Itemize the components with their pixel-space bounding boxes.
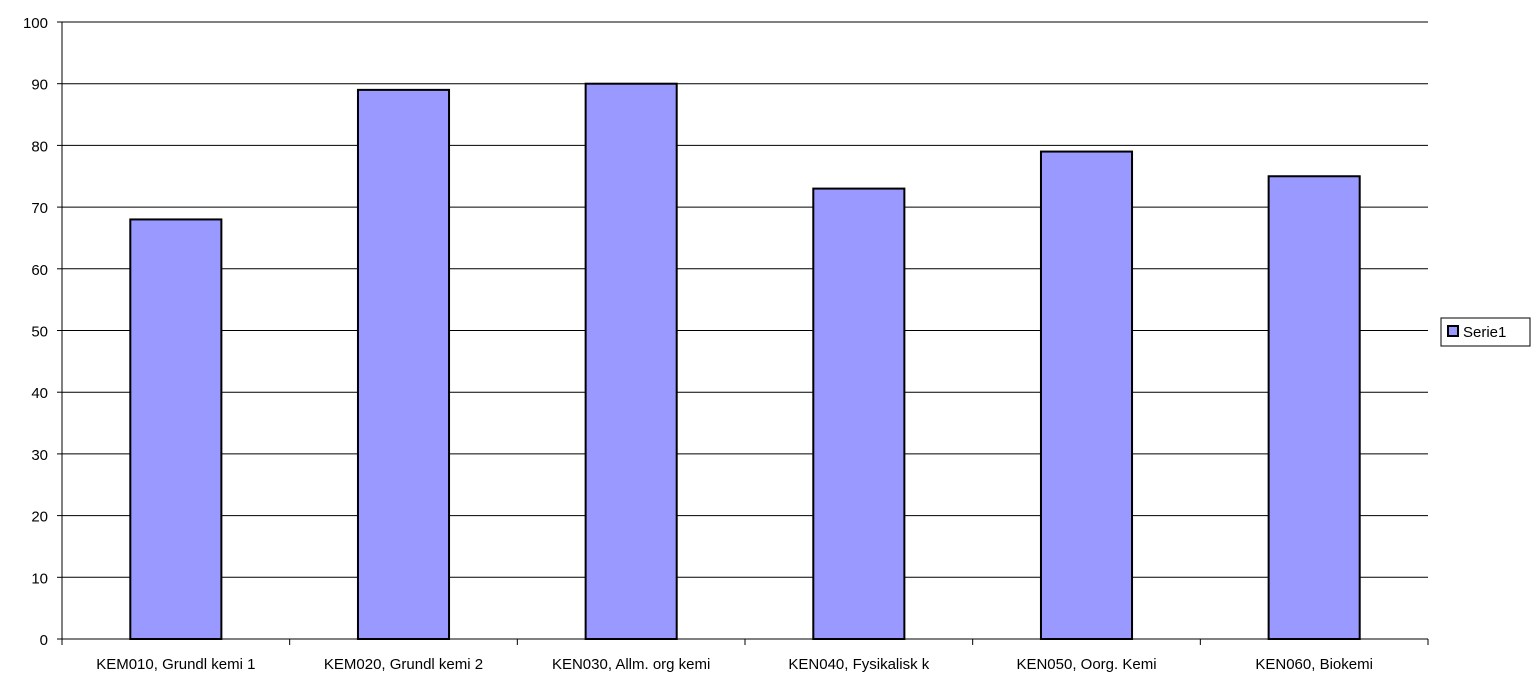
x-axis-category-labels: KEM010, Grundl kemi 1 KEM020, Grundl kemi…	[96, 656, 1373, 673]
bar-3	[584, 82, 678, 640]
legend: Serie1	[1440, 317, 1531, 347]
y-tick-label-80: 80	[31, 138, 48, 155]
x-category-label-1: KEM010, Grundl kemi 1	[96, 656, 255, 673]
x-category-label-5: KEN050, Oorg. Kemi	[1016, 656, 1156, 673]
x-category-label-4: KEN040, Fysikalisk k	[788, 656, 929, 673]
legend-label-serie1: Serie1	[1463, 324, 1506, 341]
y-axis-ticks: 0 10 20 30 40 50 60 70 80 90 100	[23, 15, 62, 649]
bar-2	[356, 88, 451, 641]
y-tick-label-40: 40	[31, 385, 48, 402]
y-tick-label-30: 30	[31, 447, 48, 464]
bar-6	[1267, 175, 1361, 640]
x-category-label-6: KEN060, Biokemi	[1255, 656, 1373, 673]
y-tick-label-10: 10	[31, 570, 48, 587]
y-tick-label-0: 0	[40, 632, 48, 649]
legend-swatch	[1447, 325, 1459, 337]
bar-5	[1039, 150, 1134, 640]
y-tick-label-20: 20	[31, 509, 48, 526]
y-tick-label-70: 70	[31, 200, 48, 217]
y-tick-label-90: 90	[31, 77, 48, 94]
gridlines	[62, 21, 1428, 578]
x-axis-ticks	[61, 639, 1429, 645]
bar-4	[812, 187, 906, 640]
bars	[129, 82, 1361, 641]
x-category-label-3: KEN030, Allm. org kemi	[552, 656, 710, 673]
y-tick-label-60: 60	[31, 262, 48, 279]
y-tick-label-50: 50	[31, 324, 48, 341]
bar-1	[129, 218, 223, 640]
x-category-label-2: KEM020, Grundl kemi 2	[324, 656, 483, 673]
y-tick-label-100: 100	[23, 15, 48, 32]
